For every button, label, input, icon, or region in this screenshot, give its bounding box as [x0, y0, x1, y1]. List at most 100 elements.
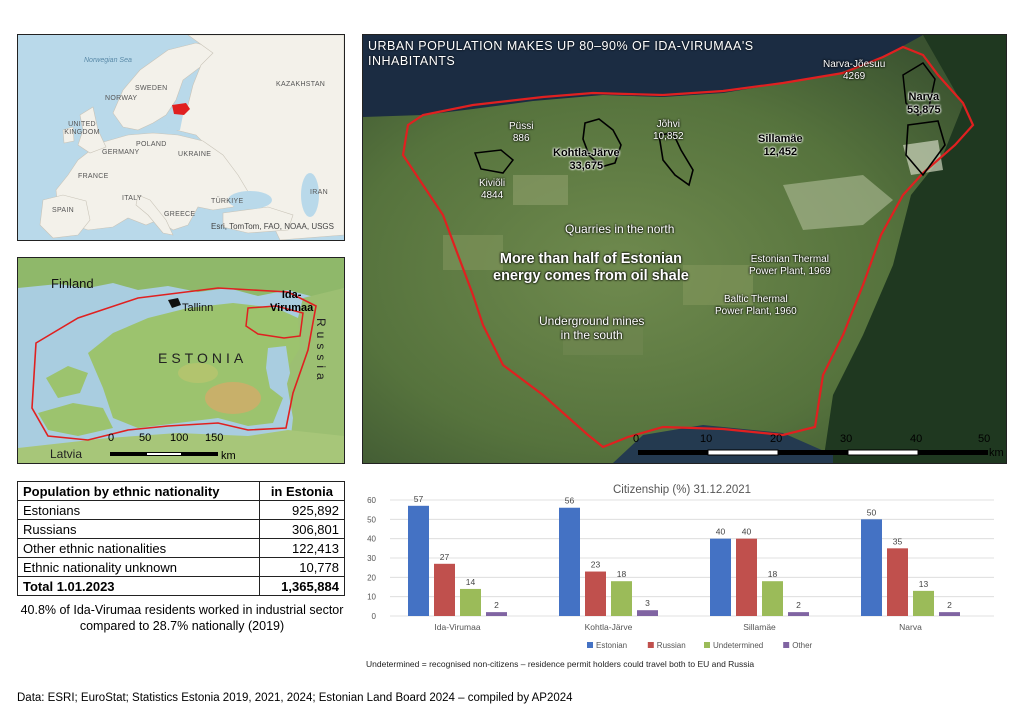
bar-other — [939, 612, 960, 616]
bar-undetermined — [913, 590, 934, 616]
ida-virumaa-label: Ida- Virumaa — [270, 289, 314, 314]
y-tick-label: 30 — [367, 554, 376, 563]
bar-undetermined — [460, 588, 481, 616]
table-total-row: Total 1.01.2023 1,365,884 — [17, 576, 346, 596]
city-label-kohtla-jarve: Kohtla-Järve 33,675 — [553, 147, 620, 172]
table-header-row: Population by ethnic nationality in Esto… — [17, 481, 346, 501]
city-label-sillamae: Sillamäe 12,452 — [758, 133, 803, 158]
satellite-imagery — [363, 35, 1006, 463]
map-attribution: Esri, TomTom, FAO, NOAA, USGS — [211, 222, 334, 231]
estonia-label: ESTONIA — [158, 350, 248, 366]
france-label: FRANCE — [78, 173, 109, 180]
estonia-highlight — [172, 103, 190, 115]
data-label: 27 — [440, 552, 450, 562]
city-label-kivioli: Kiviõli 4844 — [479, 178, 506, 201]
data-label: 2 — [494, 600, 499, 610]
scale-tick: 30 — [840, 433, 853, 445]
citizenship-bar-chart: Citizenship (%) 31.12.2021 0 10 20 30 40 50 60 5… — [366, 484, 994, 669]
table-row: Estonians 925,892 — [17, 500, 346, 520]
iran-label: IRAN — [310, 189, 328, 196]
data-label: 23 — [591, 560, 601, 570]
y-tick-label: 20 — [367, 573, 376, 582]
chart-title: Citizenship (%) 31.12.2021 — [613, 484, 751, 496]
scale-tick: 0 — [108, 432, 115, 444]
poland-label: POLAND — [136, 141, 167, 148]
x-category-label: Sillamäe — [743, 622, 776, 632]
russia-label: Russia — [314, 318, 328, 385]
scale-unit: km — [221, 450, 236, 462]
table-total-value: 1,365,884 — [258, 576, 346, 596]
data-sources-footer: Data: ESRI; EuroStat; Statistics Estonia… — [17, 692, 573, 704]
scale-tick: 20 — [770, 433, 783, 445]
legend-swatch-russian — [647, 642, 654, 648]
bar-other — [486, 612, 507, 616]
legend-label: Undetermined — [713, 641, 763, 650]
europe-overview-map: Norwegian Sea SWEDEN NORWAY KAZAKHSTAN U… — [17, 34, 345, 241]
data-label: 57 — [414, 494, 424, 504]
bar-estonian — [408, 505, 429, 616]
data-label: 13 — [919, 579, 929, 589]
table-header-nationality: Population by ethnic nationality — [17, 481, 260, 501]
sweden-label: SWEDEN — [135, 85, 168, 92]
scale-tick: 150 — [205, 432, 224, 444]
united-kingdom-label: UNITED KINGDOM — [64, 121, 100, 137]
table-cell-nationality: Other ethnic nationalities — [17, 538, 260, 558]
legend-label: Other — [792, 641, 812, 650]
scale-tick: 100 — [170, 432, 189, 444]
legend-label: Russian — [657, 641, 686, 650]
city-label-pussi: Püssi 886 — [509, 121, 534, 144]
city-label-narva: Narva 53,875 — [907, 91, 941, 116]
estonia-terrain — [18, 258, 344, 463]
table-cell-count: 306,801 — [258, 519, 346, 539]
legend-swatch-other — [783, 642, 790, 648]
x-category-label: Kohtla-Järve — [585, 622, 633, 632]
table-cell-nationality: Estonians — [17, 500, 260, 520]
table-cell-count: 925,892 — [258, 500, 346, 520]
bar-russian — [434, 563, 455, 616]
scale-tick: 10 — [700, 433, 713, 445]
kazakhstan-label: KAZAKHSTAN — [276, 81, 326, 88]
city-label-narva-joesuu: Narva-Jõesuu 4269 — [823, 59, 886, 82]
y-tick-label: 0 — [372, 612, 377, 621]
bar-undetermined — [611, 581, 632, 616]
baltic-power-plant-label: Baltic Thermal Power Plant, 1960 — [715, 294, 797, 317]
bar-estonian — [710, 538, 731, 616]
ida-virumaa-satellite-map: URBAN POPULATION MAKES UP 80–90% OF IDA-… — [362, 34, 1007, 464]
scale-tick: 0 — [633, 433, 640, 445]
data-label: 3 — [645, 598, 650, 608]
table-header-count: in Estonia — [258, 481, 346, 501]
y-tick-label: 10 — [367, 593, 376, 602]
data-label: 2 — [796, 600, 801, 610]
scale-tick: 50 — [978, 433, 991, 445]
data-label: 2 — [947, 600, 952, 610]
y-tick-label: 40 — [367, 535, 376, 544]
map-title: URBAN POPULATION MAKES UP 80–90% OF IDA-… — [368, 39, 754, 68]
norway-label: NORWAY — [105, 95, 138, 102]
quarries-annotation: Quarries in the north — [565, 222, 675, 236]
legend-label: Estonian — [596, 641, 627, 650]
bar-russian — [887, 548, 908, 616]
ukraine-label: UKRAINE — [178, 151, 212, 158]
legend-swatch-estonian — [587, 642, 593, 648]
bar-estonian — [559, 507, 580, 616]
greece-label: GREECE — [164, 211, 196, 218]
turkiye-label: TÜRKIYE — [211, 198, 244, 205]
italy-label: ITALY — [122, 195, 142, 202]
data-label: 40 — [742, 527, 752, 537]
table-cell-nationality: Ethnic nationality unknown — [17, 557, 260, 577]
estonian-power-plant-label: Estonian Thermal Power Plant, 1969 — [749, 254, 831, 277]
data-label: 18 — [768, 569, 778, 579]
y-tick-label: 60 — [367, 496, 376, 505]
data-label: 18 — [617, 569, 627, 579]
spain-label: SPAIN — [52, 207, 74, 214]
energy-annotation: More than half of Estonian energy comes f… — [493, 251, 689, 285]
scale-tick: 50 — [139, 432, 152, 444]
x-category-label: Narva — [899, 622, 922, 632]
y-tick-label: 50 — [367, 515, 376, 524]
table-cell-count: 122,413 — [258, 538, 346, 558]
bar-undetermined — [762, 581, 783, 616]
table-total-label: Total 1.01.2023 — [17, 576, 260, 596]
table-cell-nationality: Russians — [17, 519, 260, 539]
bar-other — [637, 610, 658, 616]
city-label-johvi: Jõhvi 10,852 — [653, 119, 684, 142]
